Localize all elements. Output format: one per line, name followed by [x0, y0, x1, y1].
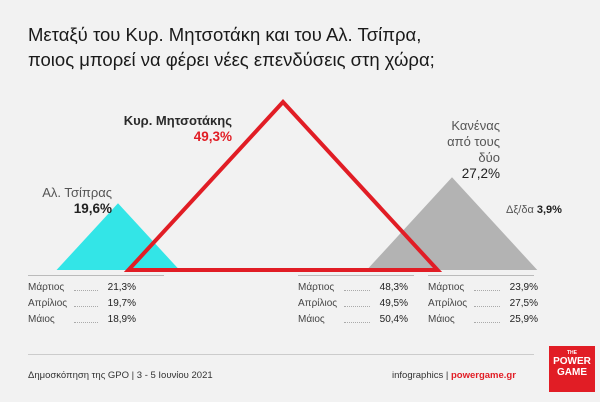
title-line-2: ποιος μπορεί να φέρει νέες επενδύσεις στ…	[28, 49, 435, 70]
history-row: Μάρτιος 48,3%	[298, 282, 408, 298]
dkna-value: 3,9%	[536, 204, 562, 216]
dotted-leader	[474, 322, 500, 323]
history-table-mitsotakis: Μάρτιος 48,3% Απρίλιος 49,5% Μάιος 50,4%	[298, 282, 408, 330]
logo-line-2: GAME	[557, 367, 587, 378]
logo-small-text: THE	[567, 350, 577, 356]
history-month: Απρίλιος	[428, 298, 468, 309]
series-name-none-2: από τους	[447, 134, 500, 149]
history-row: Μάιος 50,4%	[298, 314, 408, 330]
baseline-none	[428, 275, 534, 276]
history-value: 21,3%	[107, 282, 136, 293]
series-value-tsipras: 19,6%	[73, 201, 112, 216]
history-month: Απρίλιος	[28, 298, 68, 309]
credit-site-link[interactable]: powergame.gr	[450, 370, 516, 381]
history-month: Μάρτιος	[28, 282, 65, 293]
history-row: Μάρτιος 23,9%	[428, 282, 538, 298]
series-value-mitsotakis: 49,3%	[193, 129, 232, 144]
history-value: 25,9%	[509, 314, 538, 325]
dotted-leader	[74, 290, 98, 291]
triangle-mitsotakis	[123, 99, 443, 272]
history-value: 48,3%	[379, 282, 408, 293]
history-value: 50,4%	[379, 314, 408, 325]
series-name-tsipras: Αλ. Τσίπρας	[42, 185, 112, 200]
history-value: 49,5%	[379, 298, 408, 309]
history-row: Απρίλιος 27,5%	[428, 298, 538, 314]
dotted-leader	[74, 322, 98, 323]
history-row: Μάιος 18,9%	[28, 314, 136, 330]
label-tsipras: Αλ. Τσίπρας 19,6%	[30, 185, 112, 217]
dotted-leader	[344, 290, 370, 291]
credit: infographics | powergame.gr	[392, 370, 516, 381]
history-row: Μάιος 25,9%	[428, 314, 538, 330]
history-table-tsipras: Μάρτιος 21,3% Απρίλιος 19,7% Μάιος 18,9%	[28, 282, 136, 330]
history-row: Μάρτιος 21,3%	[28, 282, 136, 298]
dotted-leader	[474, 306, 500, 307]
powergame-logo: THE POWER GAME	[549, 346, 595, 392]
history-value: 18,9%	[107, 314, 136, 325]
dotted-leader	[474, 290, 500, 291]
poll-source: Δημοσκόπηση της GPO | 3 - 5 Ιουνίου 2021	[28, 370, 213, 381]
series-name-none-1: Κανένας	[451, 118, 500, 133]
dkna-label: Δξ/δα 3,9%	[506, 204, 562, 216]
footer-divider	[28, 354, 534, 355]
series-name-mitsotakis: Κυρ. Μητσοτάκης	[123, 113, 232, 128]
baseline-tsipras	[28, 275, 164, 276]
baseline-mitsotakis	[298, 275, 414, 276]
dotted-leader	[344, 322, 370, 323]
chart-title: Μεταξύ του Κυρ. Μητσοτάκη και του Αλ. Τσ…	[28, 22, 435, 72]
history-row: Απρίλιος 49,5%	[298, 298, 408, 314]
credit-prefix: infographics |	[392, 370, 451, 381]
triangle-none	[366, 177, 538, 270]
history-month: Μάιος	[298, 314, 325, 325]
label-none: Κανένας από τους δύο 27,2%	[430, 118, 500, 182]
history-month: Μάρτιος	[298, 282, 335, 293]
dotted-leader	[344, 306, 370, 307]
label-mitsotakis: Κυρ. Μητσοτάκης 49,3%	[110, 113, 232, 145]
history-month: Μάρτιος	[428, 282, 465, 293]
history-value: 23,9%	[509, 282, 538, 293]
history-month: Μάιος	[428, 314, 455, 325]
logo-line-1: POWER	[553, 356, 591, 367]
history-value: 19,7%	[107, 298, 136, 309]
history-month: Μάιος	[28, 314, 55, 325]
history-value: 27,5%	[509, 298, 538, 309]
dkna-text: Δξ/δα	[506, 204, 534, 216]
series-name-none-3: δύο	[478, 150, 500, 165]
history-month: Απρίλιος	[298, 298, 338, 309]
series-value-none: 27,2%	[461, 166, 500, 181]
triangle-tsipras	[56, 203, 180, 270]
title-line-1: Μεταξύ του Κυρ. Μητσοτάκη και του Αλ. Τσ…	[28, 24, 422, 45]
history-table-none: Μάρτιος 23,9% Απρίλιος 27,5% Μάιος 25,9%	[428, 282, 538, 330]
dotted-leader	[74, 306, 98, 307]
history-row: Απρίλιος 19,7%	[28, 298, 136, 314]
